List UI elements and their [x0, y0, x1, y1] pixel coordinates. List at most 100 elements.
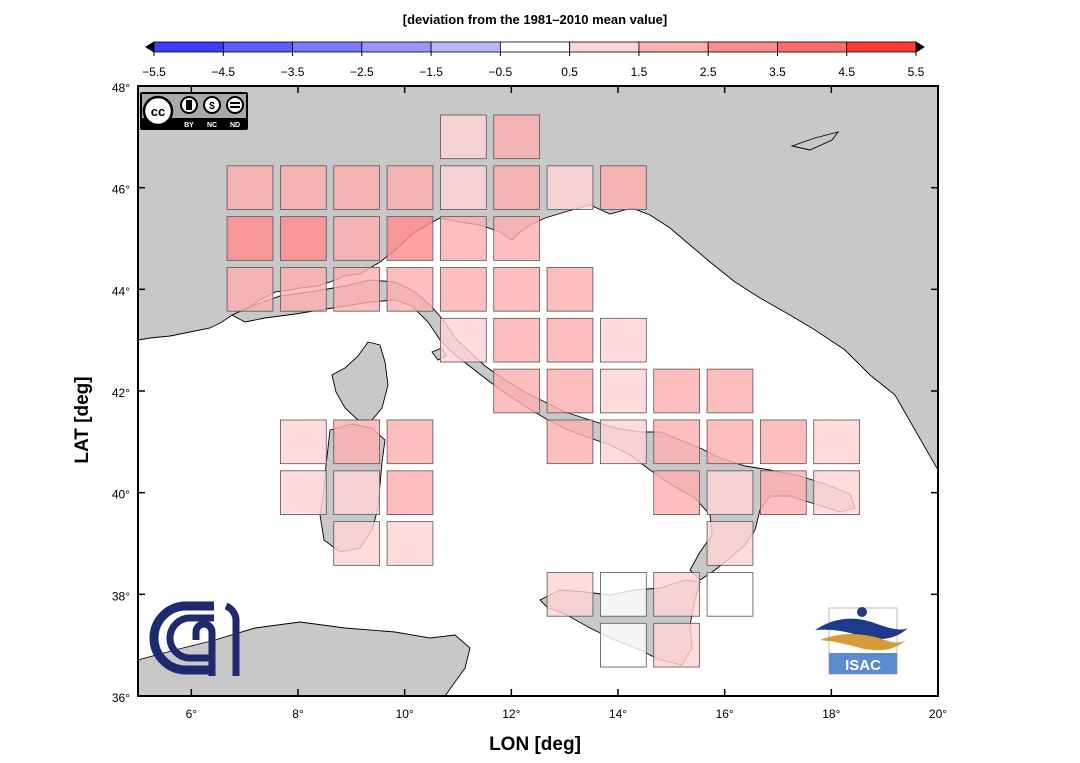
colorbar-tick-label: −1.5	[419, 65, 443, 79]
anomaly-cell	[439, 165, 487, 210]
colorbar-tick-label: 4.5	[838, 65, 855, 79]
svg-text:cc: cc	[151, 104, 165, 119]
non-commercial-icon	[203, 96, 221, 114]
anomaly-cell	[706, 419, 754, 465]
colorbar-segment	[222, 41, 293, 53]
anomaly-cell	[546, 572, 594, 617]
colorbar-segment	[430, 41, 501, 53]
anomaly-cell	[279, 216, 327, 261]
map-panel	[138, 86, 938, 696]
colorbar-segment	[846, 41, 917, 53]
anomaly-cell	[386, 521, 434, 566]
anomaly-cell	[546, 267, 594, 312]
colorbar-segment	[638, 41, 709, 53]
colorbar-min-arrow	[145, 41, 155, 53]
anomaly-cell	[653, 368, 701, 414]
colorbar-tick-label: 5.5	[908, 65, 925, 79]
anomaly-cell	[493, 267, 541, 312]
x-tick-label: 6°	[186, 707, 198, 721]
isac-logo-text: ISAC	[845, 657, 881, 674]
cc-icon	[142, 95, 174, 127]
anomaly-cell	[333, 165, 381, 210]
x-tick-label: 16°	[716, 707, 734, 721]
anomaly-cell	[333, 419, 381, 465]
colorbar-tick-label: 3.5	[769, 65, 786, 79]
colorbar-tick-label: 2.5	[700, 65, 717, 79]
cnr-logo-icon	[149, 601, 240, 676]
anomaly-cell	[279, 165, 327, 210]
anomaly-cell	[493, 165, 541, 210]
y-tick-label: 42°	[112, 386, 130, 400]
y-tick-label: 40°	[112, 488, 130, 502]
anomaly-cell	[493, 216, 541, 261]
colorbar-segment	[499, 41, 571, 53]
anomaly-cell	[706, 521, 754, 566]
colorbar-segment	[292, 41, 363, 53]
anomaly-cell	[386, 216, 434, 261]
colorbar-segment	[361, 41, 432, 53]
anomaly-cell	[600, 317, 647, 363]
anomaly-cell	[600, 419, 647, 465]
anomaly-cell	[279, 419, 327, 465]
anomaly-cell	[386, 470, 434, 515]
colorbar-title: [deviation from the 1981–2010 mean value…	[403, 12, 667, 27]
colorbar-tick-label: −4.5	[211, 65, 235, 79]
anomaly-cell	[653, 419, 701, 465]
land-hvar	[790, 131, 840, 151]
anomaly-cell	[386, 165, 434, 210]
anomaly-cell	[333, 470, 381, 515]
anomaly-cell	[386, 419, 434, 465]
anomaly-cell	[439, 216, 487, 261]
y-axis-ticks: 36° 38° 40° 42° 44° 46° 48°	[112, 81, 938, 705]
anomaly-cell	[226, 267, 274, 312]
colorbar	[145, 41, 925, 53]
x-axis-title: LON [deg]	[489, 734, 581, 755]
anomaly-cell	[546, 317, 594, 363]
anomaly-cell	[226, 216, 274, 261]
anomaly-cell	[439, 317, 487, 363]
land-africa	[138, 621, 471, 696]
x-tick-label: 20°	[929, 707, 947, 721]
x-tick-label: 12°	[502, 707, 520, 721]
colorbar-tick-label: −0.5	[489, 65, 513, 79]
colorbar-tick-label: 1.5	[631, 65, 648, 79]
colorbar-tick-label: −3.5	[281, 65, 305, 79]
y-tick-label: 38°	[112, 589, 130, 603]
anomaly-cell	[706, 470, 754, 515]
colorbar-segment	[153, 41, 224, 53]
x-tick-label: 18°	[822, 707, 840, 721]
x-tick-label: 8°	[292, 707, 304, 721]
y-tick-label: 36°	[112, 691, 130, 705]
anomaly-cell	[279, 267, 327, 312]
anomaly-cell	[600, 165, 647, 210]
anomaly-cell	[333, 521, 381, 566]
colorbar-ticks: −5.5 −4.5 −3.5 −2.5 −1.5 −0.5 0.5 1.5 2.5 3.5 4.5 5…	[142, 52, 925, 79]
anomaly-cell	[813, 419, 861, 465]
cc-label-nc: NC	[207, 122, 217, 129]
cc-license-badge: cc $ BY NC ND	[140, 92, 248, 130]
anomaly-cell	[546, 165, 594, 210]
no-derivatives-icon	[226, 96, 244, 114]
anomaly-cell	[546, 368, 594, 414]
y-tick-label: 48°	[112, 81, 130, 95]
anomaly-cell	[333, 267, 381, 312]
x-tick-label: 10°	[396, 707, 414, 721]
anomaly-cell	[386, 267, 434, 312]
colorbar-tick-label: 0.5	[561, 65, 578, 79]
y-tick-label: 46°	[112, 183, 130, 197]
colorbar-segment	[707, 41, 778, 53]
anomaly-cell	[706, 572, 754, 617]
anomaly-cells	[226, 114, 861, 668]
anomaly-cell	[493, 317, 541, 363]
anomaly-cell	[600, 572, 647, 617]
y-axis-title: LAT [deg]	[72, 376, 93, 463]
colorbar-tick-label: −2.5	[350, 65, 374, 79]
anomaly-cell	[226, 165, 274, 210]
anomaly-cell	[493, 368, 541, 414]
colorbar-max-arrow	[915, 41, 925, 53]
anomaly-cell	[333, 216, 381, 261]
y-tick-label: 44°	[112, 284, 130, 298]
anomaly-cell	[546, 419, 594, 465]
anomaly-cell	[439, 267, 487, 312]
